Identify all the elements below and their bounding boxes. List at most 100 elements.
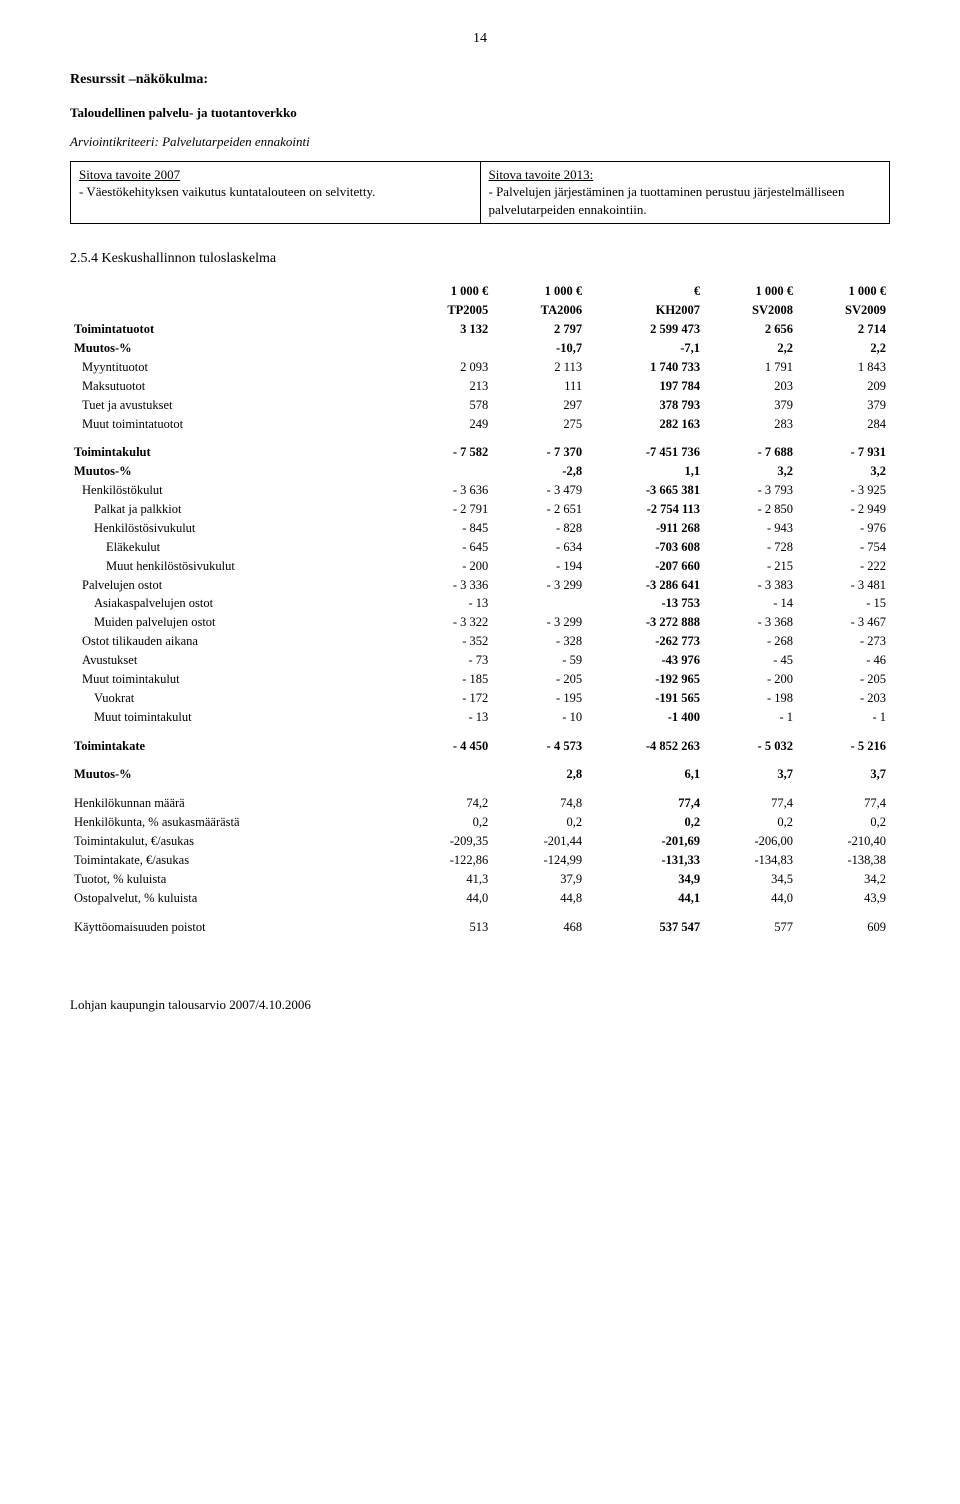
table-header-row-2: TP2005 TA2006 KH2007 SV2008 SV2009 bbox=[70, 301, 890, 320]
cell: - 268 bbox=[704, 632, 797, 651]
table-row: Vuokrat- 172- 195-191 565- 198- 203 bbox=[70, 689, 890, 708]
cell: - 3 793 bbox=[704, 481, 797, 500]
cell: -43 976 bbox=[586, 651, 704, 670]
cell: 1 843 bbox=[797, 358, 890, 377]
cell: -4 852 263 bbox=[586, 737, 704, 756]
cell: -206,00 bbox=[704, 832, 797, 851]
cell: -2 754 113 bbox=[586, 500, 704, 519]
cell: -3 665 381 bbox=[586, 481, 704, 500]
cell: -191 565 bbox=[586, 689, 704, 708]
goal-left-body: - Väestökehityksen vaikutus kuntataloute… bbox=[79, 183, 472, 201]
row-label: Toimintatuotot bbox=[70, 320, 399, 339]
col4-year: SV2008 bbox=[704, 301, 797, 320]
row-label: Vuokrat bbox=[70, 689, 399, 708]
cell: - 3 299 bbox=[492, 613, 586, 632]
table-row: Muutos-%2,86,13,73,7 bbox=[70, 765, 890, 784]
table-body: Toimintatuotot3 1322 7972 599 4732 6562 … bbox=[70, 320, 890, 936]
cell: 379 bbox=[704, 396, 797, 415]
cell: 2 714 bbox=[797, 320, 890, 339]
row-label: Henkilöstösivukulut bbox=[70, 519, 399, 538]
cell: - 273 bbox=[797, 632, 890, 651]
table-row: Toimintakulut, €/asukas-209,35-201,44-20… bbox=[70, 832, 890, 851]
col5-unit: 1 000 € bbox=[797, 282, 890, 301]
table-row: Ostopalvelut, % kuluista44,044,844,144,0… bbox=[70, 889, 890, 908]
table-row: Muut toimintakulut- 13- 10-1 400- 1- 1 bbox=[70, 708, 890, 727]
cell: 77,4 bbox=[586, 794, 704, 813]
cell: 43,9 bbox=[797, 889, 890, 908]
cell: 2 093 bbox=[399, 358, 492, 377]
cell: - 46 bbox=[797, 651, 890, 670]
row-label: Muutos-% bbox=[70, 462, 399, 481]
cell: - 7 582 bbox=[399, 443, 492, 462]
cell: 44,8 bbox=[492, 889, 586, 908]
row-label: Muutos-% bbox=[70, 765, 399, 784]
table-row: Toimintakate, €/asukas-122,86-124,99-131… bbox=[70, 851, 890, 870]
row-label: Ostopalvelut, % kuluista bbox=[70, 889, 399, 908]
cell: -1 400 bbox=[586, 708, 704, 727]
cell: -3 286 641 bbox=[586, 576, 704, 595]
cell: 77,4 bbox=[704, 794, 797, 813]
cell: - 73 bbox=[399, 651, 492, 670]
cell: - 352 bbox=[399, 632, 492, 651]
cell: 2 797 bbox=[492, 320, 586, 339]
cell: - 205 bbox=[492, 670, 586, 689]
row-label: Toimintakate, €/asukas bbox=[70, 851, 399, 870]
cell: 297 bbox=[492, 396, 586, 415]
table-row bbox=[70, 908, 890, 918]
cell: 513 bbox=[399, 918, 492, 937]
cell: 577 bbox=[704, 918, 797, 937]
col3-year: KH2007 bbox=[586, 301, 704, 320]
table-row: Palkat ja palkkiot- 2 791- 2 651-2 754 1… bbox=[70, 500, 890, 519]
cell bbox=[399, 765, 492, 784]
cell: - 5 032 bbox=[704, 737, 797, 756]
cell: -13 753 bbox=[586, 594, 704, 613]
table-row: Henkilökunnan määrä74,274,877,477,477,4 bbox=[70, 794, 890, 813]
cell: 197 784 bbox=[586, 377, 704, 396]
cell: 2 656 bbox=[704, 320, 797, 339]
cell: - 205 bbox=[797, 670, 890, 689]
cell: 0,2 bbox=[704, 813, 797, 832]
table-row: Käyttöomaisuuden poistot513468537 547577… bbox=[70, 918, 890, 937]
cell: -201,44 bbox=[492, 832, 586, 851]
cell: - 2 850 bbox=[704, 500, 797, 519]
row-label: Avustukset bbox=[70, 651, 399, 670]
col1-unit: 1 000 € bbox=[399, 282, 492, 301]
cell: - 172 bbox=[399, 689, 492, 708]
cell: -7,1 bbox=[586, 339, 704, 358]
cell: - 3 467 bbox=[797, 613, 890, 632]
cell: 379 bbox=[797, 396, 890, 415]
cell: - 634 bbox=[492, 538, 586, 557]
cell: 44,0 bbox=[399, 889, 492, 908]
cell bbox=[492, 594, 586, 613]
table-title: 2.5.4 Keskushallinnon tuloslaskelma bbox=[70, 250, 890, 269]
cell: - 7 688 bbox=[704, 443, 797, 462]
table-row: Henkilöstökulut- 3 636- 3 479-3 665 381-… bbox=[70, 481, 890, 500]
table-row: Henkilöstösivukulut- 845- 828-911 268- 9… bbox=[70, 519, 890, 538]
cell: 41,3 bbox=[399, 870, 492, 889]
goal-right-body: - Palvelujen järjestäminen ja tuottamine… bbox=[489, 183, 882, 218]
cell: 249 bbox=[399, 415, 492, 434]
cell: -138,38 bbox=[797, 851, 890, 870]
cell: 74,8 bbox=[492, 794, 586, 813]
cell: -911 268 bbox=[586, 519, 704, 538]
cell: 34,5 bbox=[704, 870, 797, 889]
table-row bbox=[70, 755, 890, 765]
row-label: Maksutuotot bbox=[70, 377, 399, 396]
table-header-row-1: 1 000 € 1 000 € € 1 000 € 1 000 € bbox=[70, 282, 890, 301]
row-label: Tuet ja avustukset bbox=[70, 396, 399, 415]
cell: -10,7 bbox=[492, 339, 586, 358]
table-row: Toimintakate- 4 450- 4 573-4 852 263- 5 … bbox=[70, 737, 890, 756]
cell: - 194 bbox=[492, 557, 586, 576]
table-row: Ostot tilikauden aikana- 352- 328-262 77… bbox=[70, 632, 890, 651]
cell: 44,1 bbox=[586, 889, 704, 908]
table-row: Toimintatuotot3 1322 7972 599 4732 6562 … bbox=[70, 320, 890, 339]
cell: -124,99 bbox=[492, 851, 586, 870]
table-row bbox=[70, 784, 890, 794]
cell: 2 113 bbox=[492, 358, 586, 377]
cell: - 976 bbox=[797, 519, 890, 538]
row-label: Tuotot, % kuluista bbox=[70, 870, 399, 889]
cell: -131,33 bbox=[586, 851, 704, 870]
table-row: Muutos-%-10,7-7,12,22,2 bbox=[70, 339, 890, 358]
table-row: Muiden palvelujen ostot- 3 322- 3 299-3 … bbox=[70, 613, 890, 632]
cell: - 3 336 bbox=[399, 576, 492, 595]
